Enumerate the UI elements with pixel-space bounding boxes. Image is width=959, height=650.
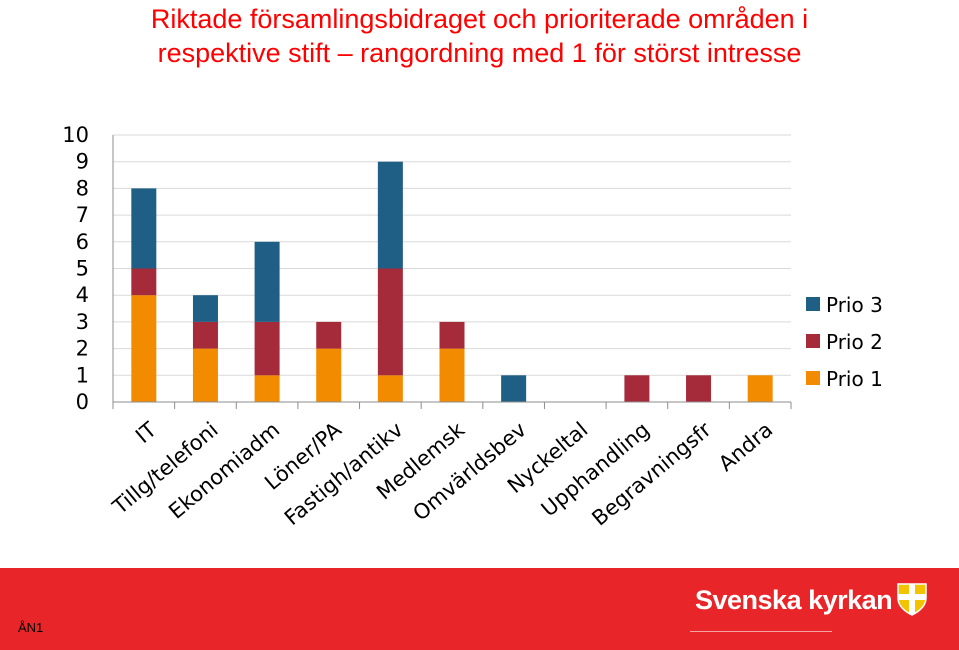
y-tick-label: 2 (76, 337, 89, 361)
footer-bar: ÅN1 Svenska kyrkan (0, 568, 959, 650)
legend: Prio 3 Prio 2 Prio 1 (806, 293, 883, 391)
bar-prio-2-8 (624, 375, 650, 402)
bar-prio-1-4 (377, 375, 403, 402)
bar-prio-1-10 (747, 375, 773, 402)
legend-swatch (806, 371, 820, 385)
brand-underline (690, 631, 832, 632)
slide-code: ÅN1 (18, 620, 44, 635)
y-tick-label: 0 (76, 390, 89, 414)
bar-prio-1-1 (192, 348, 218, 402)
legend-label: Prio 3 (826, 293, 883, 317)
chart-title: Riktade församlingsbidraget och priorite… (0, 2, 959, 70)
y-tick-label: 3 (76, 310, 89, 334)
bar-prio-2-3 (316, 321, 342, 349)
bar-prio-2-9 (686, 375, 712, 402)
bar-prio-3-4 (377, 161, 403, 269)
bar-prio-3-1 (192, 295, 218, 322)
y-tick-label: 8 (76, 176, 89, 200)
bar-prio-3-2 (254, 241, 280, 322)
title-line-1: Riktade församlingsbidraget och priorite… (150, 4, 809, 34)
y-tick-label: 6 (76, 230, 89, 254)
legend-label: Prio 2 (826, 330, 883, 354)
bar-prio-1-2 (254, 375, 280, 402)
category-label: Andra (714, 417, 777, 476)
bar-prio-1-3 (316, 348, 342, 402)
bar-prio-3-0 (131, 188, 157, 269)
legend-label: Prio 1 (826, 367, 883, 391)
brand-logo-text: Svenska kyrkan (695, 585, 893, 615)
bars (131, 161, 773, 402)
bar-prio-3-6 (501, 375, 527, 402)
y-tick-label: 7 (76, 203, 89, 227)
bar-prio-2-1 (192, 321, 218, 349)
church-crest-icon (897, 583, 927, 616)
category-labels: ITTillg/telefoniEkonomiadmLöner/PAFastig… (107, 417, 777, 531)
bar-prio-1-5 (439, 348, 465, 402)
legend-swatch (806, 334, 820, 348)
legend-swatch (806, 297, 820, 311)
bar-prio-2-4 (377, 268, 403, 376)
bar-prio-2-5 (439, 321, 465, 349)
y-tick-label: 10 (62, 123, 89, 147)
gridlines (113, 134, 791, 403)
bar-prio-1-0 (131, 295, 157, 402)
y-tick-label: 5 (76, 257, 89, 281)
y-tick-label: 1 (76, 363, 89, 387)
x-axis (112, 135, 792, 409)
y-tick-label: 4 (76, 283, 89, 307)
bar-prio-2-2 (254, 321, 280, 376)
category-label: IT (131, 417, 161, 448)
bar-prio-2-0 (131, 268, 157, 296)
title-line-2: respektive stift – rangordning med 1 för… (157, 38, 802, 68)
y-tick-label: 9 (76, 150, 89, 174)
